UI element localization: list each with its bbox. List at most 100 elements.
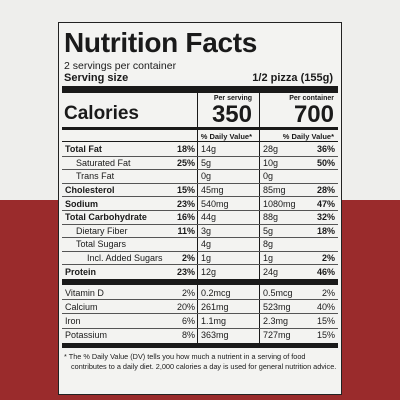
- nutrient-name: Potassium: [65, 330, 108, 341]
- nutrient-name: Total Fat: [65, 144, 102, 155]
- serving-dv: 23%: [176, 198, 195, 209]
- container-dv: 15%: [316, 330, 335, 341]
- container-amount: 10g: [263, 157, 279, 168]
- serving-amount: 5g: [201, 157, 212, 168]
- nutrient-row: Protein 12g 23% 24g 46%: [62, 265, 338, 278]
- serving-amount: 1g: [201, 253, 212, 264]
- nutrient-row: Total Carbohydrate 44g 16% 88g 32%: [62, 211, 338, 225]
- container-amount: 1080mg: [263, 198, 296, 209]
- column-divider: [197, 93, 198, 344]
- container-amount: 2.3mg: [263, 315, 289, 326]
- nutrient-name: Incl. Added Sugars: [87, 253, 163, 264]
- serving-amount: 44g: [201, 212, 217, 223]
- serving-dv: 2%: [181, 253, 195, 264]
- serving-dv: 2%: [181, 287, 195, 298]
- serving-amount: 363mg: [201, 330, 229, 341]
- nutrient-row: Potassium 363mg 8% 727mg 15%: [62, 329, 338, 342]
- medium-rule: [62, 127, 338, 130]
- container-amount: 523mg: [263, 301, 291, 312]
- container-dv: 28%: [316, 185, 335, 196]
- thick-rule: [62, 279, 338, 285]
- calories-label: Calories: [64, 103, 139, 124]
- container-amount: 727mg: [263, 330, 291, 341]
- calories-per-serving: 350: [211, 101, 252, 128]
- serving-amount: 540mg: [201, 198, 229, 209]
- footnote: contributes to a daily diet. 2,000 calor…: [71, 362, 337, 371]
- serving-amount: 0.2mcg: [201, 287, 231, 298]
- serving-amount: 3g: [201, 225, 212, 236]
- nutrient-row: Dietary Fiber 3g 11% 5g 18%: [62, 225, 338, 239]
- serving-dv: 15%: [176, 185, 195, 196]
- container-dv: 18%: [316, 225, 335, 236]
- container-dv: 40%: [316, 301, 335, 312]
- serving-dv: 23%: [176, 266, 195, 277]
- container-dv: 46%: [316, 266, 335, 277]
- nutrient-row: Total Sugars 4g 8g: [62, 238, 338, 252]
- nutrient-row: Trans Fat 0g 0g: [62, 170, 338, 184]
- container-dv: 2%: [321, 253, 335, 264]
- nutrient-name: Total Sugars: [76, 239, 127, 250]
- nutrient-name: Iron: [65, 315, 81, 326]
- container-amount: 28g: [263, 144, 279, 155]
- nutrient-row: Incl. Added Sugars 1g 2% 1g 2%: [62, 252, 338, 266]
- nutrient-name: Total Carbohydrate: [65, 212, 147, 223]
- serving-dv: 8%: [181, 330, 195, 341]
- nutrient-name: Protein: [65, 266, 97, 277]
- container-amount: 85mg: [263, 185, 286, 196]
- serving-dv: 20%: [176, 301, 195, 312]
- serving-amount: 14g: [201, 144, 217, 155]
- container-amount: 5g: [263, 225, 274, 236]
- nutrient-name: Saturated Fat: [76, 157, 131, 168]
- nutrient-name: Dietary Fiber: [76, 225, 128, 236]
- container-amount: 0g: [263, 171, 274, 182]
- footnote: * The % Daily Value (DV) tells you how m…: [64, 352, 306, 361]
- nutrient-name: Calcium: [65, 301, 98, 312]
- thick-rule: [62, 86, 338, 93]
- calories-per-container: 700: [293, 101, 334, 128]
- serving-dv: 18%: [176, 144, 195, 155]
- nutrient-row: Vitamin D 0.2mcg 2% 0.5mcg 2%: [62, 286, 338, 301]
- nutrient-row: Total Fat 14g 18% 28g 36%: [62, 143, 338, 157]
- per-serving-label: Per serving: [213, 95, 252, 102]
- dv-header: % Daily Value*: [282, 132, 334, 141]
- serving-dv: 16%: [176, 212, 195, 223]
- nutrient-name: Cholesterol: [65, 185, 115, 196]
- serving-amount: 0g: [201, 171, 212, 182]
- nutrient-name: Sodium: [65, 198, 98, 209]
- thick-rule: [62, 343, 338, 348]
- serving-amount: 261mg: [201, 301, 229, 312]
- container-amount: 88g: [263, 212, 279, 223]
- nutrient-row: Cholesterol 45mg 15% 85mg 28%: [62, 184, 338, 198]
- nutrient-row: Saturated Fat 5g 25% 10g 50%: [62, 157, 338, 171]
- serving-dv: 11%: [177, 225, 195, 236]
- nutrient-row: Calcium 261mg 20% 523mg 40%: [62, 300, 338, 315]
- container-dv: 50%: [316, 157, 335, 168]
- nutrient-name: Trans Fat: [76, 171, 115, 182]
- serving-amount: 4g: [201, 239, 212, 250]
- container-dv: 32%: [316, 212, 335, 223]
- serving-size-value: 1/2 pizza (155g): [252, 72, 333, 84]
- container-dv: 2%: [321, 287, 335, 298]
- serving-size-label: Serving size: [64, 72, 129, 84]
- container-dv: 36%: [316, 144, 335, 155]
- nutrient-row: Iron 1.1mg 6% 2.3mg 15%: [62, 314, 338, 329]
- container-dv: 47%: [316, 198, 335, 209]
- thin-rule: [62, 141, 338, 142]
- container-amount: 1g: [263, 253, 274, 264]
- container-amount: 8g: [263, 239, 274, 250]
- serving-dv: 6%: [181, 315, 195, 326]
- title: Nutrition Facts: [64, 27, 258, 58]
- serving-amount: 45mg: [201, 185, 224, 196]
- container-amount: 0.5mcg: [263, 287, 293, 298]
- nutrient-row: Sodium 540mg 23% 1080mg 47%: [62, 197, 338, 211]
- serving-amount: 12g: [201, 266, 217, 277]
- container-dv: 15%: [316, 315, 335, 326]
- nutrition-label: Nutrition Facts 2 servings per container…: [58, 22, 342, 395]
- nutrient-name: Vitamin D: [65, 287, 104, 298]
- serving-dv: 25%: [176, 157, 195, 168]
- dv-header: % Daily Value*: [200, 132, 252, 141]
- per-container-label: Per container: [289, 95, 334, 102]
- column-divider: [259, 93, 260, 344]
- container-amount: 24g: [263, 266, 279, 277]
